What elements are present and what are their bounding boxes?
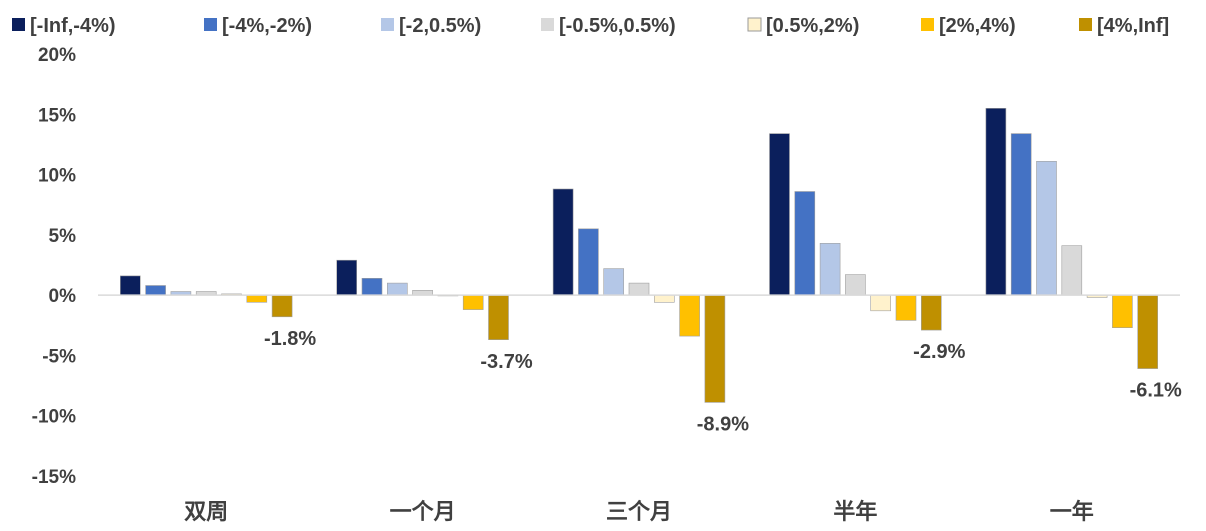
bars xyxy=(120,108,1158,403)
y-tick-label: 20% xyxy=(38,45,76,66)
bar xyxy=(361,277,383,296)
legend-item: [-Inf,-4%) xyxy=(12,15,116,37)
bar xyxy=(845,274,866,296)
bar xyxy=(653,294,675,303)
bar xyxy=(1137,294,1158,369)
bar xyxy=(870,294,892,312)
legend-label: [-4%,-2%) xyxy=(222,15,312,37)
y-tick-label: 0% xyxy=(49,286,77,307)
bar xyxy=(1061,245,1083,296)
bar xyxy=(679,294,700,337)
legend-item: [-0.5%,0.5%) xyxy=(541,15,676,37)
bar xyxy=(246,294,268,303)
legend-swatch xyxy=(204,18,217,31)
bar xyxy=(552,188,574,296)
bar xyxy=(985,108,1007,296)
bar xyxy=(488,294,509,341)
bar xyxy=(769,133,790,296)
bar xyxy=(603,268,625,296)
x-category-label: 一个月 xyxy=(390,500,456,525)
legend-item: [-4%,-2%) xyxy=(204,15,312,37)
bar xyxy=(819,243,841,296)
legend-swatch xyxy=(1079,18,1092,31)
legend-item: [4%,Inf] xyxy=(1079,15,1169,37)
bar xyxy=(1010,133,1032,296)
bar xyxy=(271,294,293,318)
bar xyxy=(920,294,942,331)
legend-item: [2%,4%) xyxy=(921,15,1016,37)
bar xyxy=(1112,294,1133,329)
legend-swatch xyxy=(921,18,934,31)
data-label: -1.8% xyxy=(264,328,316,350)
x-category-label: 半年 xyxy=(833,499,877,525)
y-axis: -15% -10% -5% 0% 5% 10% 15% 20% xyxy=(32,45,76,488)
data-label: -8.9% xyxy=(697,414,749,436)
legend-swatch xyxy=(747,17,762,32)
legend-swatch xyxy=(12,18,25,31)
legend-item: [0.5%,2%) xyxy=(747,15,859,37)
bar xyxy=(578,228,599,296)
x-category-label: 双周 xyxy=(184,500,228,525)
bar xyxy=(794,191,816,296)
y-tick-label: 5% xyxy=(49,226,77,247)
y-tick-label: -10% xyxy=(32,407,76,428)
y-tick-label: -5% xyxy=(42,346,76,367)
bar xyxy=(628,282,650,296)
legend-label: [-0.5%,0.5%) xyxy=(559,15,676,37)
bar xyxy=(120,275,141,296)
legend: [-Inf,-4%) [-4%,-2%) [-2,0.5%) [-0.5%,0.5%)… xyxy=(12,15,1169,37)
bar xyxy=(462,294,484,310)
bar xyxy=(412,289,433,296)
legend-swatch xyxy=(381,18,394,31)
bar xyxy=(336,259,358,296)
bar xyxy=(1036,161,1057,296)
legend-item: [-2,0.5%) xyxy=(381,15,481,37)
legend-label: [2%,4%) xyxy=(939,15,1016,37)
legend-label: [-2,0.5%) xyxy=(399,15,481,37)
x-category-label: 一年 xyxy=(1050,499,1094,525)
legend-label: [-Inf,-4%) xyxy=(30,15,116,37)
y-tick-label: -15% xyxy=(32,467,76,488)
data-label: -2.9% xyxy=(913,341,965,363)
y-tick-label: 15% xyxy=(38,105,76,126)
legend-swatch xyxy=(541,18,554,31)
x-axis: 双周 一个月 三个月 半年 一年 xyxy=(184,499,1094,525)
y-tick-label: 10% xyxy=(38,166,76,187)
bar xyxy=(895,294,917,321)
legend-label: [0.5%,2%) xyxy=(766,15,859,37)
data-label: -3.7% xyxy=(480,351,532,373)
data-labels: -1.8% -3.7% -8.9% -2.9% -6.1% xyxy=(264,328,1182,436)
x-category-label: 三个月 xyxy=(606,500,672,525)
bar xyxy=(704,294,726,403)
bar xyxy=(145,285,166,296)
legend-label: [4%,Inf] xyxy=(1097,15,1169,37)
bar xyxy=(386,282,408,296)
data-label: -6.1% xyxy=(1130,380,1182,402)
